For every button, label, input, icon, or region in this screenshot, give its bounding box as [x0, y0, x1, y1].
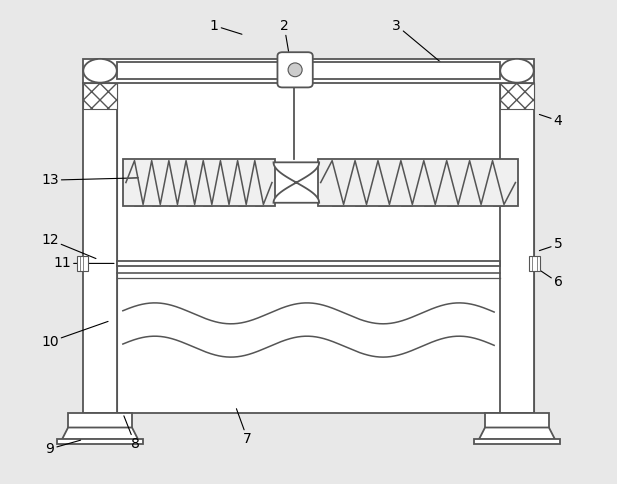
- Text: 3: 3: [392, 18, 441, 62]
- Text: 5: 5: [539, 237, 563, 251]
- Text: 11: 11: [53, 257, 114, 271]
- Text: 8: 8: [124, 416, 139, 451]
- Bar: [123, 159, 275, 206]
- Text: 12: 12: [41, 233, 96, 258]
- Ellipse shape: [83, 59, 117, 83]
- Polygon shape: [62, 427, 138, 439]
- Ellipse shape: [500, 59, 534, 83]
- Text: 10: 10: [41, 321, 108, 349]
- Bar: [529, 256, 540, 271]
- Text: 1: 1: [210, 18, 242, 34]
- Bar: [117, 260, 500, 266]
- Bar: [318, 159, 518, 206]
- Polygon shape: [479, 427, 555, 439]
- Bar: [83, 83, 117, 413]
- Text: 7: 7: [236, 408, 252, 446]
- Bar: [117, 62, 283, 79]
- Bar: [308, 62, 500, 79]
- Polygon shape: [273, 162, 319, 203]
- Bar: [57, 439, 143, 444]
- Bar: [83, 59, 534, 83]
- Text: 2: 2: [280, 18, 289, 51]
- Bar: [68, 413, 132, 427]
- Bar: [500, 83, 534, 109]
- Text: 6: 6: [539, 270, 563, 289]
- Bar: [117, 59, 500, 413]
- FancyBboxPatch shape: [278, 52, 313, 88]
- Bar: [474, 439, 560, 444]
- Bar: [77, 256, 88, 271]
- Text: 13: 13: [41, 173, 138, 187]
- Ellipse shape: [288, 63, 302, 76]
- Text: 4: 4: [539, 114, 563, 128]
- Bar: [500, 83, 534, 413]
- Text: 9: 9: [46, 440, 81, 456]
- Bar: [485, 413, 549, 427]
- Bar: [83, 83, 117, 109]
